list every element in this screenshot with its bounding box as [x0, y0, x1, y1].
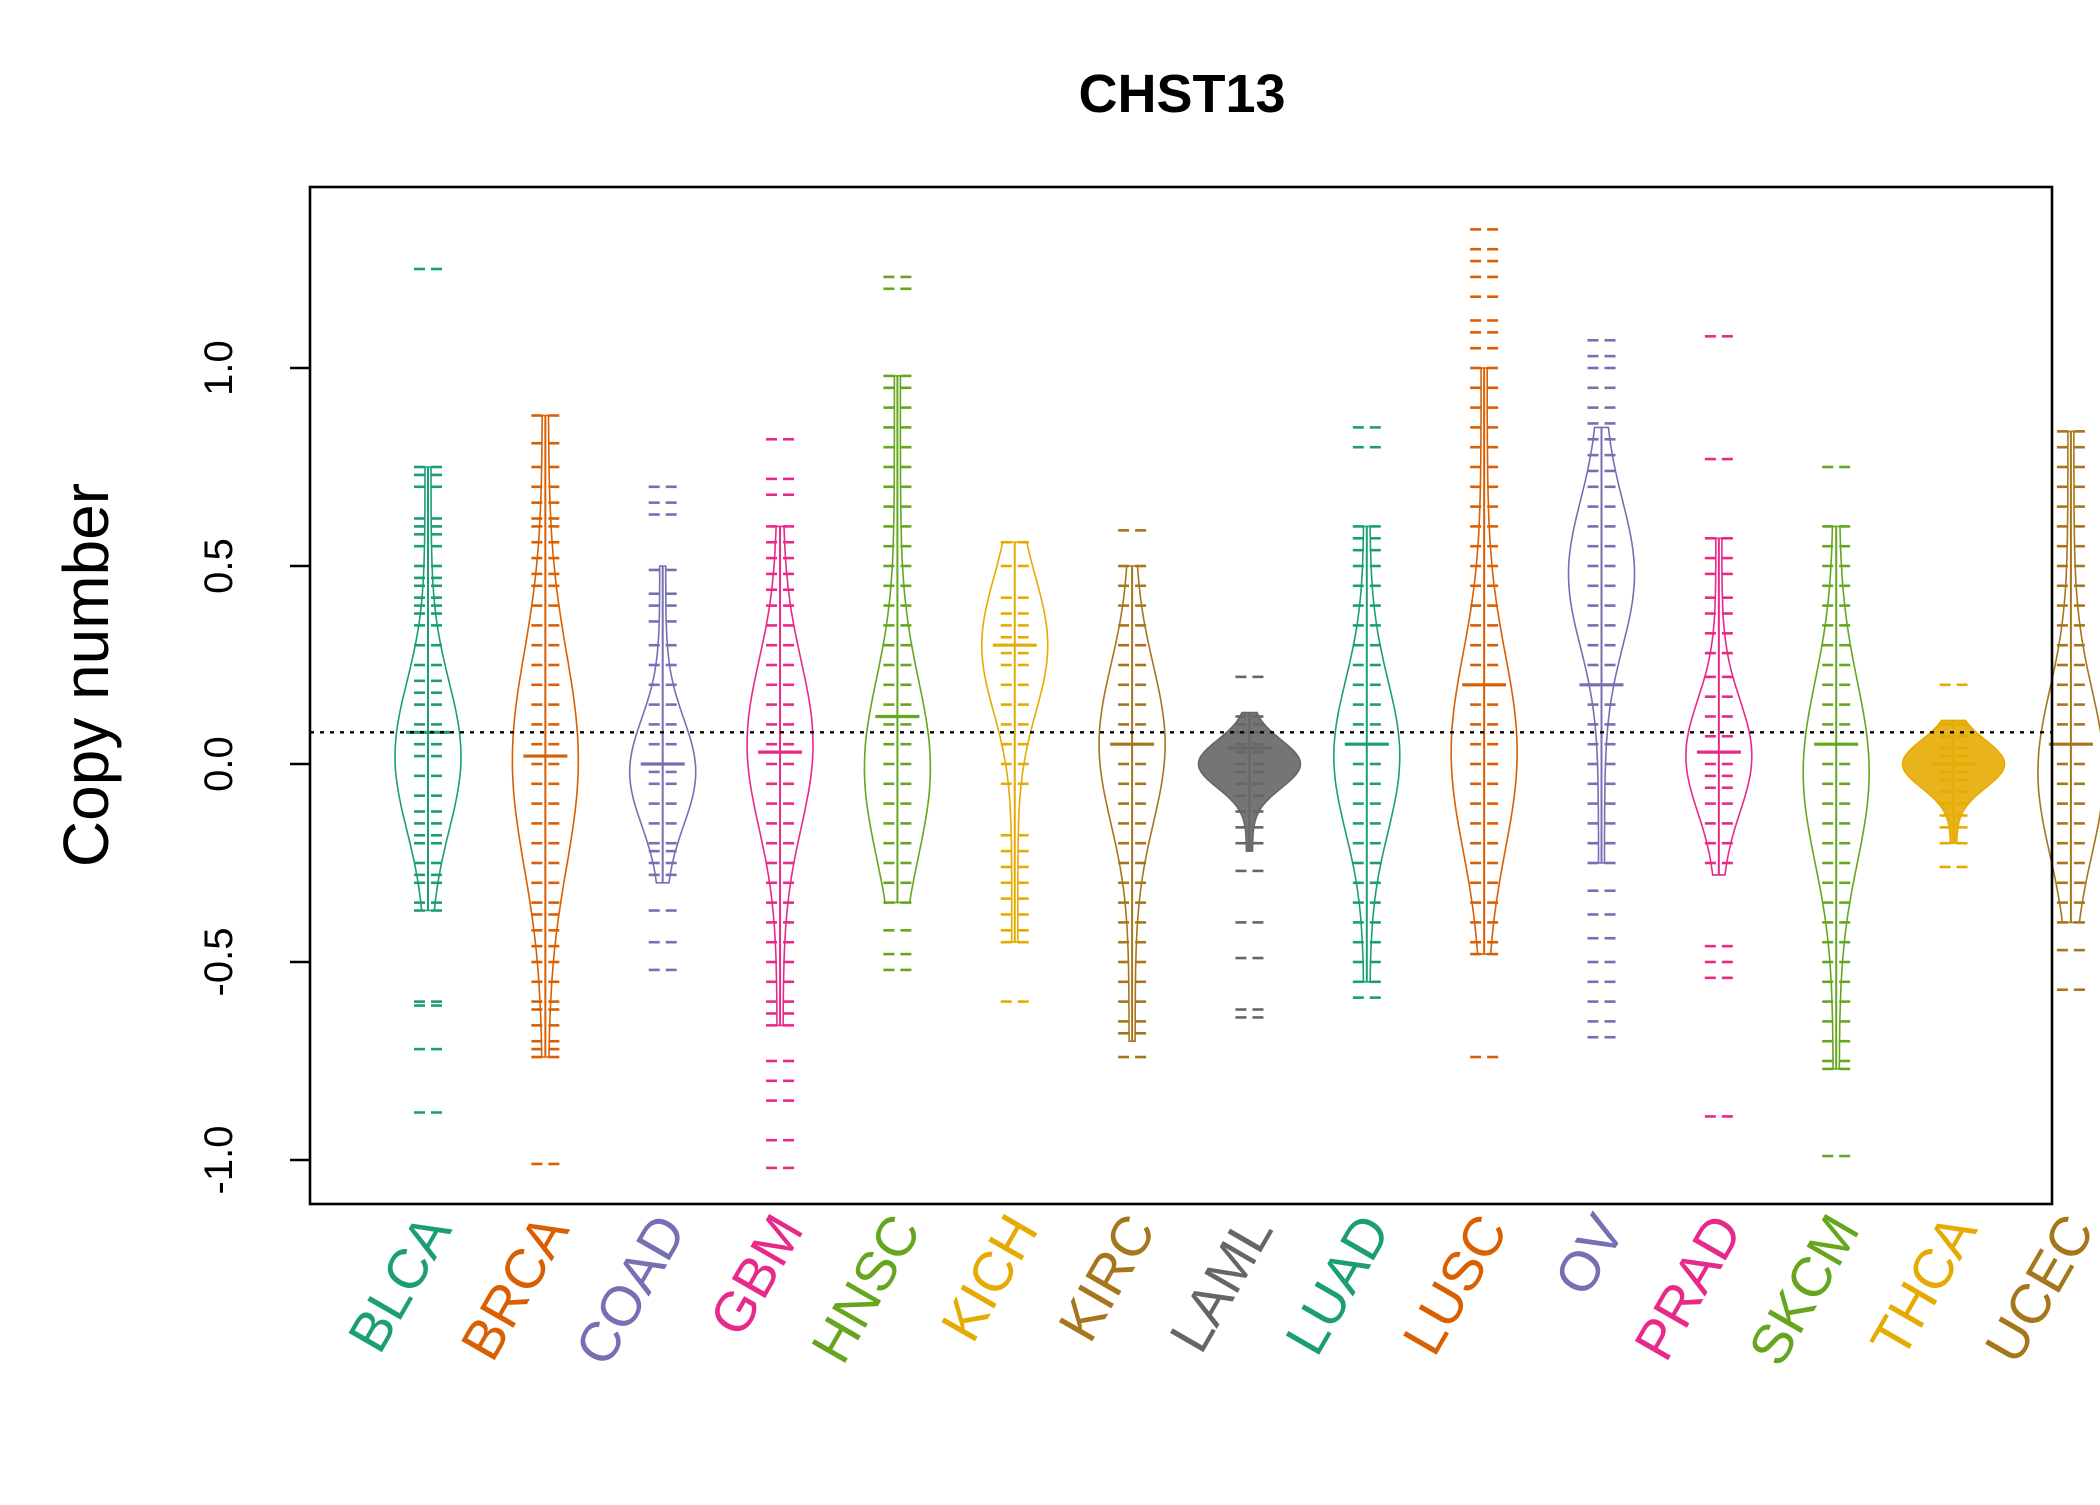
- y-axis-label: Copy number: [50, 483, 122, 867]
- x-tick-label: OV: [1542, 1203, 1637, 1305]
- bean-ov: [1567, 338, 1636, 1039]
- bean-kirc: [1098, 529, 1166, 1059]
- bean-outline: [1567, 426, 1636, 864]
- y-tick-label: -1.0: [197, 1126, 241, 1195]
- bean-brca: [511, 414, 580, 1166]
- bean-lusc: [1450, 228, 1518, 1059]
- x-tick-label: SKCM: [1736, 1204, 1871, 1376]
- bean-outline: [628, 565, 697, 884]
- bean-laml: [1197, 675, 1302, 1019]
- y-tick-label: 0.0: [197, 736, 241, 792]
- bean-thca: [1901, 683, 2006, 869]
- x-tick-label: KICH: [928, 1204, 1049, 1351]
- x-tick-label: LAML: [1157, 1204, 1285, 1362]
- bean-blca: [394, 267, 462, 1114]
- x-tick-label: LUAD: [1273, 1204, 1402, 1365]
- bean-prad: [1685, 335, 1753, 1118]
- x-tick-label: KIRC: [1046, 1204, 1167, 1351]
- chart-title: CHST13: [1078, 64, 1285, 124]
- bean-hnsc: [863, 275, 932, 972]
- y-axis: -1.0 -0.5 0.0 0.5 1.0: [197, 340, 310, 1194]
- plot-frame: [308, 185, 2054, 1206]
- bean-gbm: [746, 437, 814, 1170]
- x-tick-label: BRCA: [448, 1203, 581, 1370]
- y-tick-label: 0.5: [197, 538, 241, 594]
- bean-outline: [2037, 430, 2100, 924]
- x-tick-label: GBM: [697, 1204, 815, 1346]
- y-tick-label: 1.0: [197, 340, 241, 396]
- beans-layer: [394, 228, 2100, 1170]
- x-tick-label: PRAD: [1622, 1204, 1754, 1370]
- bean-ucec: [2037, 430, 2100, 992]
- bean-skcm: [1802, 465, 1871, 1158]
- x-tick-label: THCA: [1858, 1203, 1989, 1367]
- x-tick-label: LUSC: [1390, 1204, 1519, 1365]
- x-tick-label: BLCA: [335, 1203, 463, 1362]
- y-tick-label: -0.5: [197, 928, 241, 997]
- bean-coad: [628, 485, 697, 972]
- bean-luad: [1332, 426, 1401, 999]
- x-tick-label: UCEC: [1972, 1204, 2100, 1373]
- x-tick-label: HNSC: [799, 1204, 933, 1373]
- x-tick-label: COAD: [562, 1204, 697, 1376]
- bean-kich: [981, 540, 1049, 1003]
